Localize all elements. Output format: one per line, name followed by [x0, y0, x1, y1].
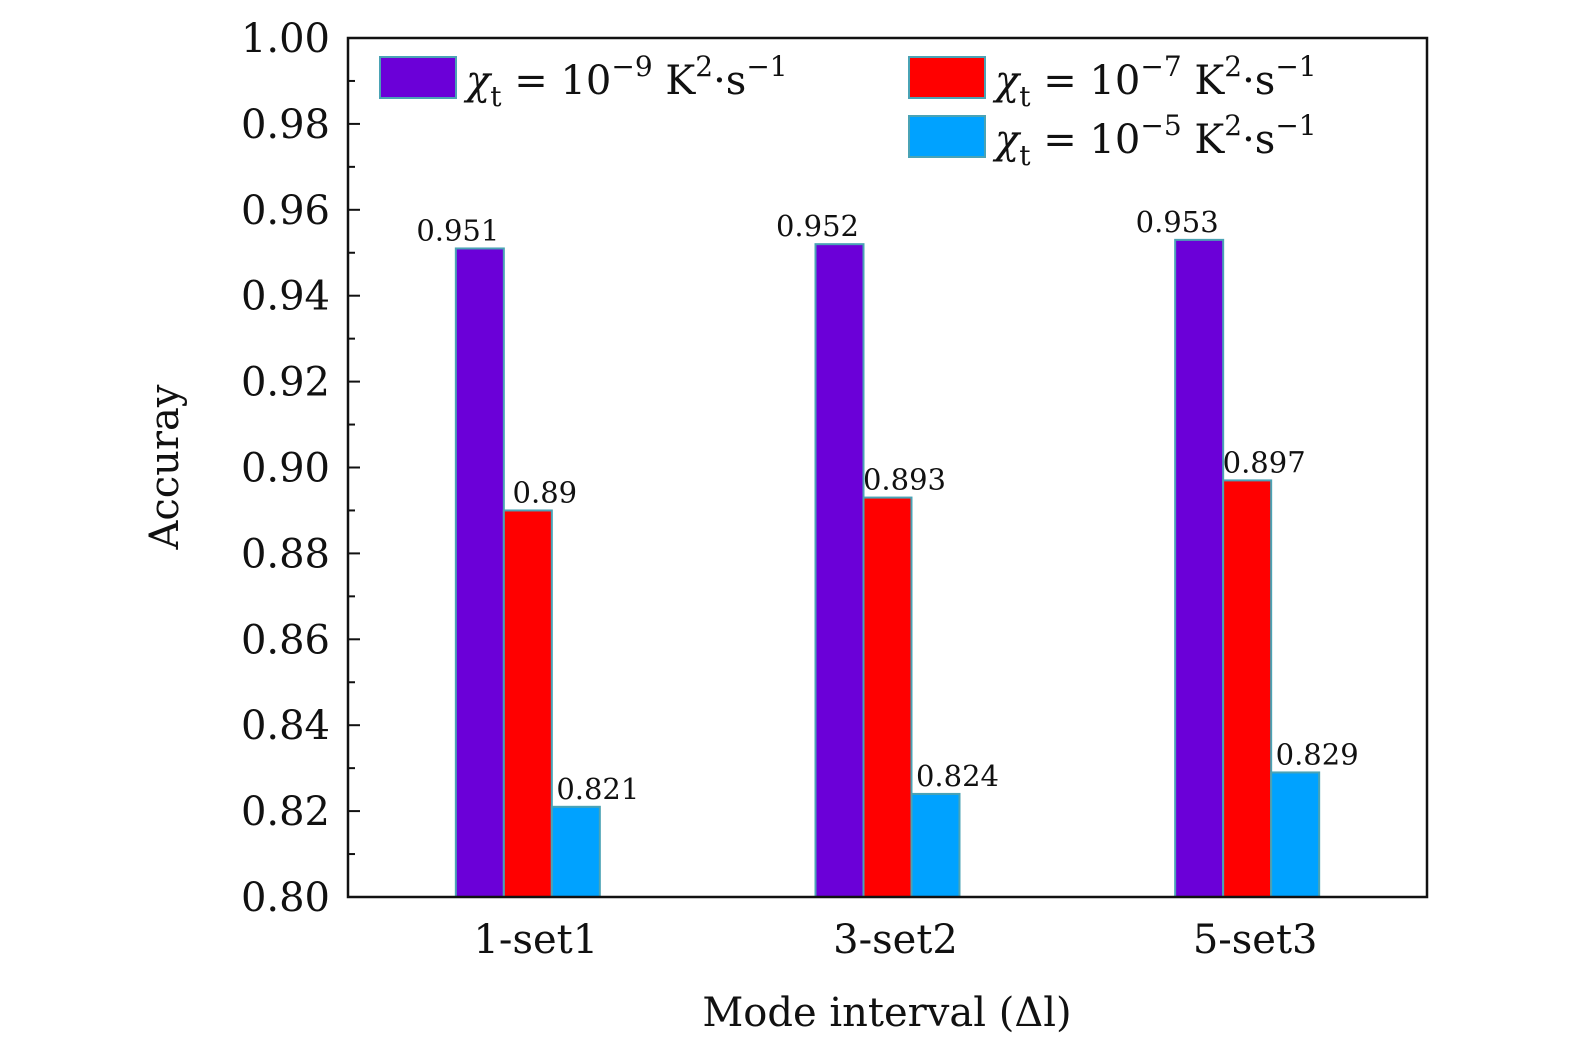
bar: [814, 243, 865, 899]
y-tick-label: 0.90: [241, 446, 330, 492]
x-tick-label: 1-set1: [473, 917, 598, 963]
bar: [502, 509, 553, 898]
y-tick-label: 0.84: [241, 703, 330, 749]
bar-value-label: 0.951: [416, 213, 499, 247]
y-tick-label: 0.80: [241, 875, 330, 921]
legend-swatch: [379, 56, 457, 99]
y-tick-label: 0.98: [241, 102, 330, 148]
x-axis-title: Mode interval (Δl): [702, 990, 1071, 1036]
legend-swatch: [908, 56, 986, 99]
bar: [910, 792, 961, 898]
bar-value-label: 0.829: [1276, 737, 1359, 771]
y-axis-title: Accuray: [142, 384, 188, 550]
bars-layer: [454, 238, 1321, 899]
y-tick-label: 0.82: [241, 789, 330, 835]
y-tick-label: 0.92: [241, 360, 330, 406]
legend-label: χt = 10−5 K2·s−1: [992, 109, 1317, 172]
bar-value-label: 0.89: [513, 475, 578, 509]
y-tick-label: 0.96: [241, 188, 330, 234]
bar-value-label: 0.953: [1136, 205, 1219, 239]
bar: [1174, 238, 1225, 899]
bar-value-label: 0.952: [776, 209, 859, 243]
bar-value-label: 0.821: [556, 772, 639, 806]
y-tick-label: 0.88: [241, 531, 330, 577]
bar-value-label: 0.824: [916, 759, 999, 793]
bar: [550, 805, 601, 898]
bar-value-label: 0.897: [1223, 445, 1306, 479]
x-tick-label: 5-set3: [1193, 917, 1318, 963]
y-tick-label: 0.94: [241, 274, 330, 320]
bar: [1270, 771, 1321, 899]
bar: [454, 247, 505, 898]
y-tick-label: 0.86: [241, 617, 330, 663]
legend: χt = 10−9 K2·s−1 χt = 10−7 K2·s−1χt = 10−…: [379, 50, 1317, 172]
y-tick-label: 1.00: [241, 16, 330, 62]
bar-value-label: 0.893: [863, 463, 946, 497]
legend-swatch: [908, 115, 986, 158]
legend-label: χt = 10−7 K2·s−1: [992, 50, 1317, 113]
legend-label: χt = 10−9 K2·s−1: [463, 50, 788, 113]
bar: [1222, 479, 1273, 898]
data-labels-layer: 0.951 0.89 0.821 0.952 0.893 0.824 0.953 0.897 0…: [416, 205, 1358, 806]
y-axis: 0.80 0.82 0.84 0.86 0.88 0.90 0.92 0.94 0.96 0.98…: [241, 16, 360, 921]
x-axis: 1-set1 3-set2 5-set3: [473, 917, 1317, 963]
bar: [862, 496, 913, 898]
x-tick-label: 3-set2: [833, 917, 958, 963]
